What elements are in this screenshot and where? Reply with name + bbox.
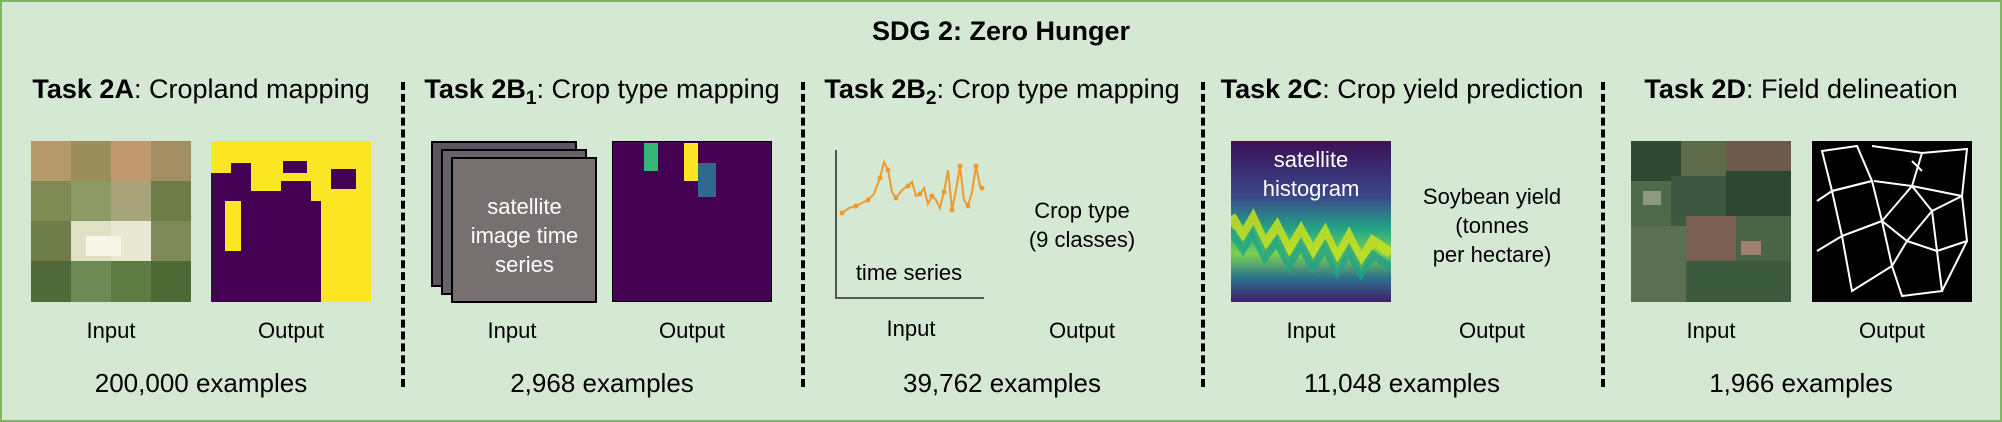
- field-boundary-mask: [1812, 141, 1972, 302]
- task-id: Task 2C: [1220, 74, 1323, 104]
- panel-task-2a: Task 2A: Cropland mapping: [2, 2, 400, 420]
- figure-title: SDG 2: Zero Hunger: [871, 16, 1131, 46]
- panel-title: Task 2A: Cropland mapping: [2, 74, 400, 105]
- panel-task-2b1: Task 2B1: Crop type mapping satellite im…: [402, 2, 802, 420]
- task-id: Task 2B: [424, 74, 526, 104]
- output-label: Output: [1458, 318, 1526, 343]
- image-time-series-stack: [431, 141, 597, 303]
- task-name: : Field delineation: [1745, 74, 1958, 104]
- example-count: 1,966 examples: [1709, 368, 1893, 398]
- panel-divider: [801, 82, 805, 387]
- time-series-caption: time series: [855, 260, 963, 285]
- cropland-output-mask: [211, 141, 371, 302]
- panel-title: Task 2B2: Crop type mapping: [802, 74, 1202, 108]
- output-label: Output: [257, 318, 325, 343]
- task-id: Task 2A: [32, 74, 134, 104]
- input-label: Input: [487, 318, 537, 343]
- panel-task-2b2: Task 2B2: Crop type mapping time series …: [802, 2, 1202, 420]
- cropland-input-image: [31, 141, 191, 302]
- time-series-plot: [835, 150, 985, 299]
- input-overlay-text: satellite image time series: [470, 194, 579, 277]
- task-subscript: 2: [925, 88, 937, 109]
- panel-title: Task 2C: Crop yield prediction: [1202, 74, 1602, 105]
- time-series-line: [841, 159, 983, 214]
- task-name: : Crop yield prediction: [1322, 74, 1584, 104]
- task-name: : Crop type mapping: [936, 74, 1180, 104]
- output-label: Output: [1048, 318, 1116, 343]
- example-count: 2,968 examples: [510, 368, 694, 398]
- satellite-histogram-image: [1231, 141, 1391, 302]
- crop-type-output-mask: [612, 141, 772, 302]
- panel-title: Task 2B1: Crop type mapping: [402, 74, 802, 108]
- example-count: 11,048 examples: [1303, 368, 1501, 398]
- input-label: Input: [1286, 318, 1336, 343]
- output-label: Output: [1858, 318, 1926, 343]
- crop-type-output-text: Crop type (9 classes): [1028, 198, 1136, 252]
- panel-task-2c: Task 2C: Crop yield prediction satellite…: [1202, 2, 1602, 420]
- task-id: Task 2B: [824, 74, 926, 104]
- input-label: Input: [86, 318, 136, 343]
- task-name: : Crop type mapping: [536, 74, 780, 104]
- input-label: Input: [1686, 318, 1736, 343]
- task-name: : Cropland mapping: [133, 74, 370, 104]
- panel-title: Task 2D: Field delineation: [1602, 74, 2000, 105]
- panel-divider: [1201, 82, 1205, 387]
- task-id: Task 2D: [1644, 74, 1746, 104]
- input-overlay-text: satellite histogram: [1262, 147, 1360, 201]
- panel-divider: [401, 82, 405, 387]
- field-input-image: [1631, 141, 1791, 302]
- task-subscript: 1: [525, 88, 537, 109]
- panel-task-2d: Task 2D: Field delineation: [1602, 2, 2000, 420]
- example-count: 200,000 examples: [94, 368, 308, 398]
- yield-output-text: Soybean yield (tonnes per hectare): [1422, 184, 1562, 267]
- input-label: Input: [886, 316, 936, 341]
- example-count: 39,762 examples: [902, 368, 1102, 398]
- output-label: Output: [658, 318, 726, 343]
- panel-divider: [1601, 82, 1605, 387]
